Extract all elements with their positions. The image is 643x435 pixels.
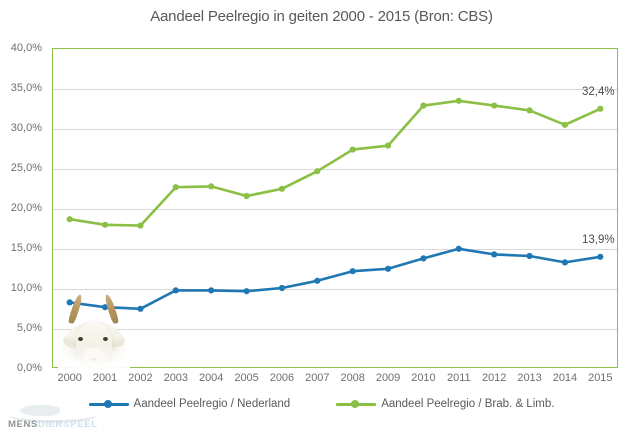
gridline: [53, 329, 617, 330]
x-axis-tick-label: 2007: [305, 372, 330, 384]
data-point[interactable]: [420, 102, 427, 109]
y-axis-tick-label: 35,0%: [10, 82, 42, 94]
gridline: [53, 169, 617, 170]
series-blue-line: [66, 245, 604, 312]
chart-title: Aandeel Peelregio in geiten 2000 - 2015 …: [150, 8, 493, 25]
data-point[interactable]: [455, 245, 462, 252]
legend-key-green: [336, 398, 377, 410]
watermark-text-peel: PEEL: [70, 419, 98, 430]
y-axis-tick-label: 40,0%: [10, 42, 42, 54]
data-point[interactable]: [243, 288, 250, 295]
data-point-label: 32,4%: [582, 85, 615, 98]
watermark-swoosh-icon: [8, 406, 98, 423]
y-axis-labels: 40,0% 35,0% 30,0% 25,0% 20,0% 15,0% 10,0% 5,0% 0…: [0, 42, 48, 374]
y-axis-tick-label: 15,0%: [10, 242, 42, 254]
legend-label-brabant-limburg: Aandeel Peelregio / Brab. & Limb.: [381, 398, 555, 410]
data-point[interactable]: [491, 102, 498, 109]
y-axis-tick-label: 30,0%: [10, 122, 42, 134]
data-point[interactable]: [278, 284, 286, 292]
data-point[interactable]: [137, 305, 144, 312]
x-axis-tick-label: 2005: [234, 372, 259, 384]
data-point[interactable]: [420, 255, 427, 262]
gridline: [53, 249, 617, 250]
y-axis-tick-label: 0,0%: [16, 362, 42, 374]
x-axis-tick-label: 2001: [92, 372, 118, 384]
data-point[interactable]: [208, 287, 215, 294]
data-point[interactable]: [66, 216, 73, 223]
data-point[interactable]: [278, 185, 286, 192]
data-point[interactable]: [597, 105, 604, 112]
data-point[interactable]: [172, 184, 179, 191]
watermark-logo: MENSDIER&PEEL: [6, 405, 116, 432]
data-point[interactable]: [101, 221, 109, 228]
legend-item-nederland[interactable]: Aandeel Peelregio / Nederland: [88, 398, 291, 410]
legend-label-nederland: Aandeel Peelregio / Nederland: [133, 398, 291, 410]
data-point[interactable]: [349, 268, 356, 275]
data-point[interactable]: [172, 287, 179, 294]
series-path: [68, 247, 602, 311]
data-point[interactable]: [101, 304, 109, 311]
data-point[interactable]: [208, 183, 215, 190]
data-point[interactable]: [491, 251, 498, 258]
watermark-text-mens: MENS: [8, 419, 38, 430]
x-axis-tick-label: 2003: [163, 372, 189, 384]
x-axis-tick-label: 2004: [198, 372, 224, 384]
data-point[interactable]: [66, 299, 73, 306]
series-layer: [66, 97, 604, 312]
x-axis-tick-label: 2011: [446, 372, 471, 384]
data-point[interactable]: [243, 192, 250, 200]
gridline: [53, 129, 617, 130]
data-point[interactable]: [384, 142, 392, 149]
data-point[interactable]: [314, 168, 321, 175]
y-axis-tick-label: 5,0%: [16, 322, 42, 334]
x-axis-tick-label: 2009: [375, 372, 401, 384]
legend-item-brabant-limburg[interactable]: Aandeel Peelregio / Brab. & Limb.: [336, 398, 554, 410]
y-axis-tick-label: 20,0%: [10, 202, 42, 214]
x-axis-tick-label: 2008: [340, 372, 365, 384]
x-axis-tick-label: 2012: [481, 372, 507, 384]
watermark-text-amp: &: [62, 419, 71, 430]
x-axis-tick-label: 2006: [269, 372, 295, 384]
y-axis-tick-label: 25,0%: [10, 162, 42, 174]
data-point[interactable]: [526, 107, 533, 114]
data-point-label: 13,9%: [582, 233, 615, 246]
data-point[interactable]: [384, 265, 392, 272]
legend-key-blue: [88, 398, 129, 410]
chart-legend: Aandeel Peelregio / Nederland Aandeel Pe…: [0, 393, 643, 415]
x-axis-tick-label: 2002: [128, 372, 153, 384]
x-axis-tick-label: 2010: [411, 372, 436, 384]
x-axis-labels: 2000 2001 2002 2003 2004 2005 2006 2007 2008 2009…: [52, 372, 618, 390]
gridline: [53, 289, 617, 290]
data-point[interactable]: [314, 277, 321, 284]
data-point[interactable]: [455, 97, 462, 104]
data-point[interactable]: [561, 121, 569, 128]
gridline: [53, 89, 617, 90]
y-axis-tick-label: 10,0%: [10, 282, 42, 294]
watermark-animal-icon: [20, 405, 60, 416]
x-axis-tick-label: 2000: [57, 372, 82, 384]
x-axis-tick-label: 2014: [552, 372, 578, 384]
x-axis-tick-label: 2013: [517, 372, 542, 384]
data-point[interactable]: [597, 253, 604, 260]
x-axis-tick-label: 2015: [588, 372, 613, 384]
watermark-text-dier: DIER: [37, 419, 63, 430]
gridline: [53, 209, 617, 210]
data-point[interactable]: [137, 222, 144, 229]
series-green-line: [66, 97, 604, 229]
watermark-text: MENSDIER&PEEL: [8, 419, 98, 430]
data-point[interactable]: [526, 252, 533, 260]
series-path: [68, 99, 602, 227]
plot-area: [52, 48, 618, 368]
data-point[interactable]: [349, 146, 356, 153]
data-point[interactable]: [561, 259, 569, 266]
